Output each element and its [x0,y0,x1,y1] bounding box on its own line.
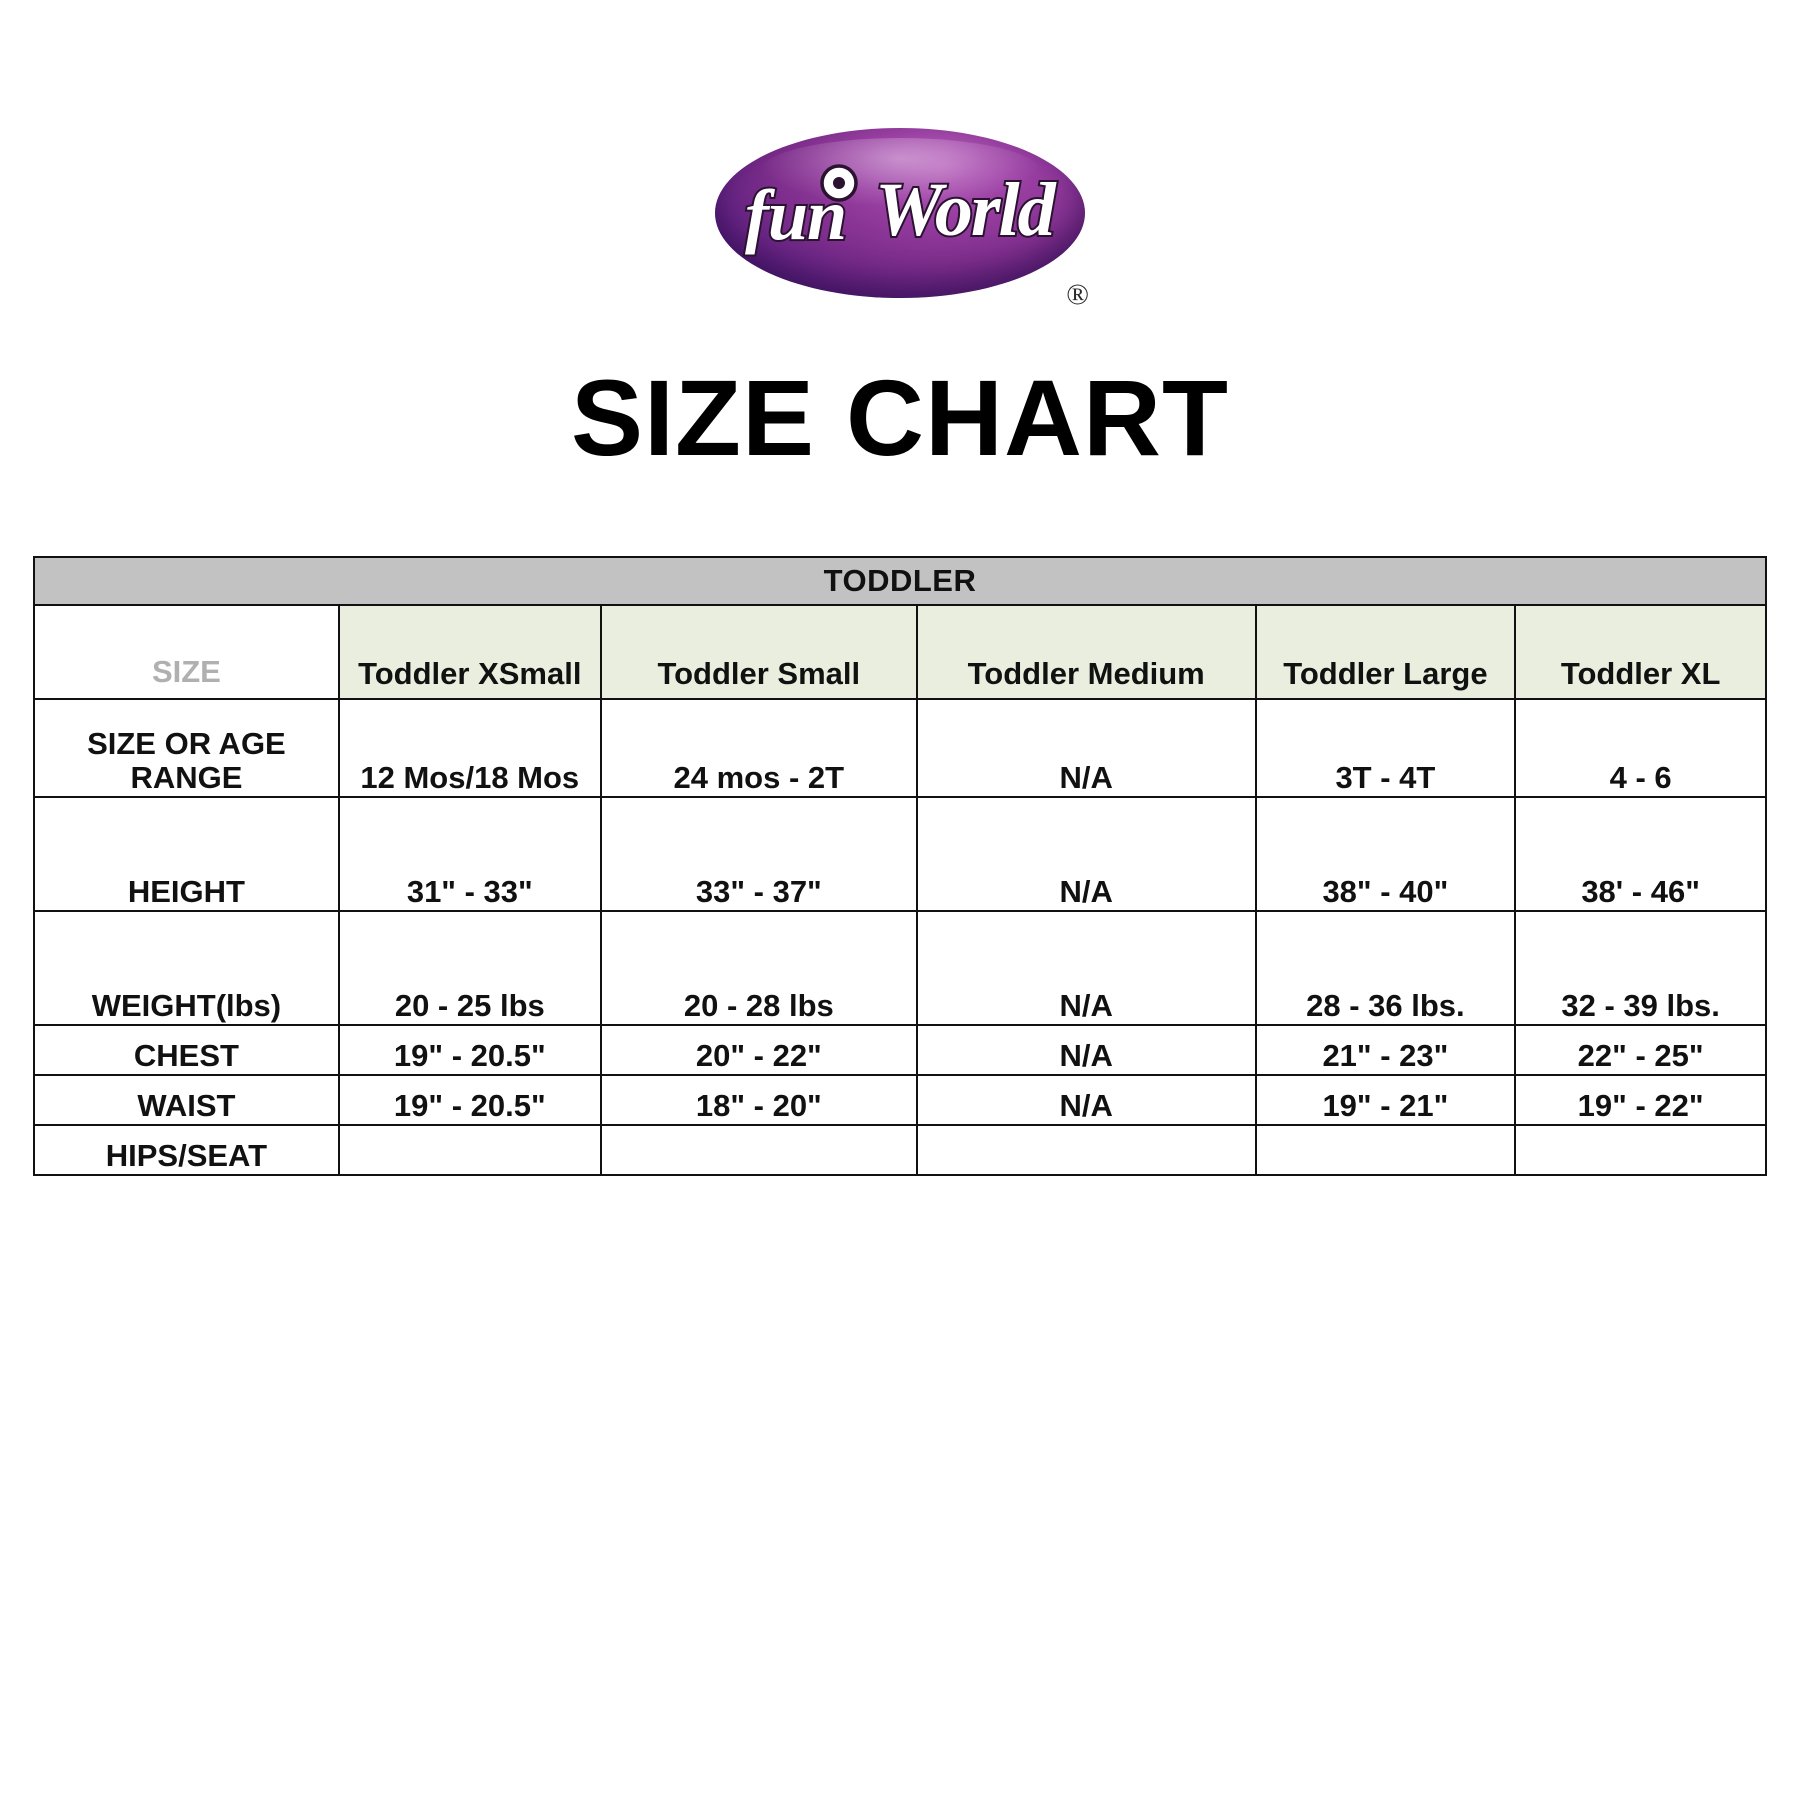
group-header-toddler: TODDLER [33,556,1767,606]
row-label-waist: WAIST [33,1074,340,1126]
cell-age-xl: 4 - 6 [1514,698,1767,798]
table-row: SIZE OR AGE RANGE 12 Mos/18 Mos 24 mos -… [33,698,1767,798]
cell-height-small: 33" - 37" [599,796,918,912]
table-row: HIPS/SEAT [33,1124,1767,1176]
cell-age-xsmall: 12 Mos/18 Mos [337,698,602,798]
svg-text:World: World [875,168,1057,252]
cell-weight-large: 28 - 36 lbs. [1254,910,1517,1026]
cell-weight-xl: 32 - 39 lbs. [1514,910,1767,1026]
row-label-weight: WEIGHT(lbs) [33,910,340,1026]
cell-hips-xsmall [337,1124,602,1176]
column-header-size: SIZE [33,604,340,700]
fun-world-script-icon: fun World [743,164,1061,257]
cell-chest-small: 20" - 22" [599,1024,918,1076]
row-label-hips-seat: HIPS/SEAT [33,1124,340,1176]
cell-weight-medium: N/A [915,910,1257,1026]
registered-trademark-icon: ® [1066,278,1089,311]
cell-waist-xsmall: 19" - 20.5" [337,1074,602,1126]
cell-hips-medium [915,1124,1257,1176]
cell-chest-large: 21" - 23" [1254,1024,1517,1076]
cell-height-large: 38" - 40" [1254,796,1517,912]
cell-chest-xsmall: 19" - 20.5" [337,1024,602,1076]
table-row: WAIST 19" - 20.5" 18" - 20" N/A 19" - 21… [33,1074,1767,1126]
cell-waist-small: 18" - 20" [599,1074,918,1126]
cell-age-medium: N/A [915,698,1257,798]
cell-age-large: 3T - 4T [1254,698,1517,798]
cell-hips-large [1254,1124,1517,1176]
flower-dot-icon [820,164,858,202]
cell-waist-xl: 19" - 22" [1514,1074,1767,1126]
column-header-toddler-medium: Toddler Medium [915,604,1257,700]
page-title: SIZE CHART [571,357,1229,478]
row-label-size-or-age-range: SIZE OR AGE RANGE [33,698,340,798]
cell-weight-small: 20 - 28 lbs [599,910,918,1026]
cell-waist-large: 19" - 21" [1254,1074,1517,1126]
table-row: WEIGHT(lbs) 20 - 25 lbs 20 - 28 lbs N/A … [33,910,1767,1026]
row-label-chest: CHEST [33,1024,340,1076]
column-header-toddler-large: Toddler Large [1254,604,1517,700]
cell-chest-medium: N/A [915,1024,1257,1076]
row-label-height: HEIGHT [33,796,340,912]
cell-weight-xsmall: 20 - 25 lbs [337,910,602,1026]
cell-hips-xl [1514,1124,1767,1176]
cell-chest-xl: 22" - 25" [1514,1024,1767,1076]
cell-height-xsmall: 31" - 33" [337,796,602,912]
column-header-toddler-xl: Toddler XL [1514,604,1767,700]
table-column-header-row: SIZE Toddler XSmall Toddler Small Toddle… [33,604,1767,700]
brand-logo: fun World ® [0,118,1800,318]
size-chart-table: TODDLER SIZE Toddler XSmall Toddler Smal… [33,556,1767,1176]
size-chart-table-container: TODDLER SIZE Toddler XSmall Toddler Smal… [33,556,1767,1176]
logo-badge: fun World ® [715,128,1089,310]
column-header-toddler-small: Toddler Small [599,604,918,700]
cell-waist-medium: N/A [915,1074,1257,1126]
cell-age-small: 24 mos - 2T [599,698,918,798]
cell-height-medium: N/A [915,796,1257,912]
table-group-header-row: TODDLER [33,556,1767,606]
table-row: CHEST 19" - 20.5" 20" - 22" N/A 21" - 23… [33,1024,1767,1076]
column-header-toddler-xsmall: Toddler XSmall [337,604,602,700]
table-row: HEIGHT 31" - 33" 33" - 37" N/A 38" - 40"… [33,796,1767,912]
cell-height-xl: 38' - 46" [1514,796,1767,912]
logo-wordmark: fun World [715,128,1085,298]
cell-hips-small [599,1124,918,1176]
